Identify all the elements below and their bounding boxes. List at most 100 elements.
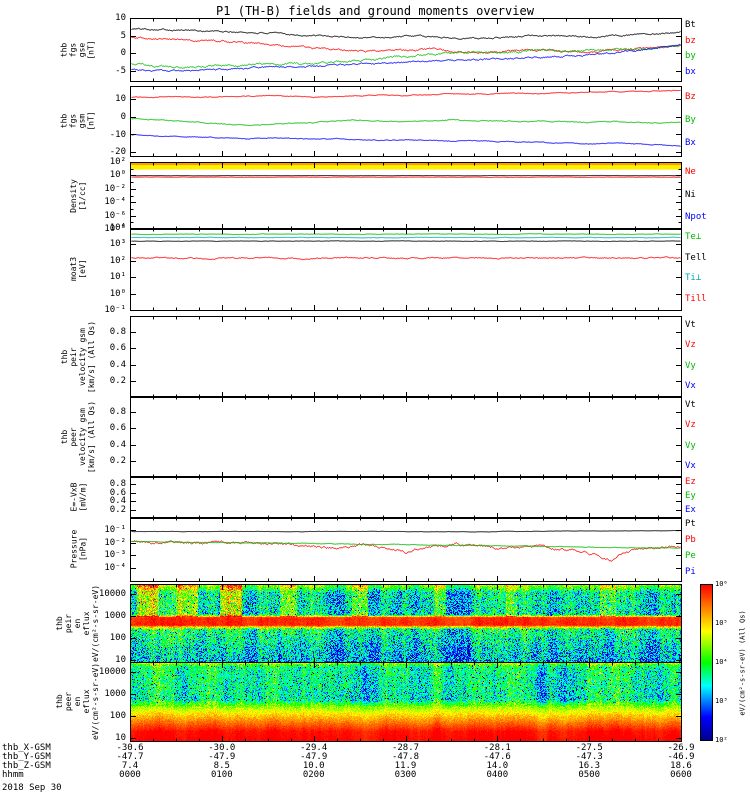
y-tick-label: 10000: [98, 589, 126, 600]
y-tick-label: 10³: [109, 239, 126, 250]
legend-label: Pe: [685, 551, 696, 561]
ephemeris-row-label: thb_Z-GSM: [2, 761, 51, 771]
y-tick-label: 0.2: [109, 504, 126, 515]
ephemeris-value: -47.9: [300, 752, 328, 762]
ephemeris-value: -47.6: [483, 752, 511, 762]
y-tick-label: 10⁴: [109, 223, 126, 233]
panel-ylabel: thb peir velocity gsm [km/s] (All Qs): [60, 320, 96, 393]
y-tick-label: -20: [109, 147, 126, 158]
ephemeris-value: 14.0: [486, 761, 509, 771]
ephemeris-value: 0100: [210, 770, 233, 780]
y-tick-label: 10000: [98, 667, 126, 678]
y-tick-label: 0.6: [109, 343, 126, 354]
panel-thb_fgs_gse: [130, 18, 682, 82]
legend-label: Vx: [685, 380, 696, 391]
legend-label: Npot: [685, 211, 707, 222]
y-tick-label: 10⁻⁶: [104, 210, 126, 221]
y-tick-label: 10⁻⁴: [104, 197, 126, 208]
y-tick-label: 10⁻²: [104, 537, 126, 548]
colorbar-tick-label: 10²: [715, 736, 728, 744]
ephemeris-value: -47.9: [208, 752, 236, 762]
ephemeris-value: -28.7: [391, 743, 420, 753]
y-tick-label: 10²: [109, 157, 126, 167]
y-tick-label: 10⁰: [109, 288, 126, 299]
ephemeris-value: 18.6: [670, 761, 692, 771]
legend-label: Till: [685, 293, 707, 304]
ephemeris-value: -46.9: [667, 752, 695, 762]
ephemeris-value: -28.1: [483, 743, 511, 753]
y-tick-label: 10⁻¹: [104, 305, 126, 315]
legend-label: by: [685, 51, 696, 62]
ephemeris-value: -47.3: [575, 752, 603, 762]
y-tick-label: 10⁻⁸: [104, 224, 126, 234]
y-tick-label: 10: [115, 732, 126, 743]
panel-ylabel-wrap: thb peer velocity gsm [km/s] (All Qs): [56, 396, 100, 477]
ephemeris-row-label: thb_X-GSM: [2, 743, 51, 753]
panel-ylabel-wrap: thb peir velocity gsm [km/s] (All Qs): [56, 316, 100, 397]
colorbar-label-wrap: eV/(cm²-s-sr-eV) (All Qs): [736, 584, 750, 741]
y-tick-label: 0.2: [109, 455, 126, 466]
y-tick-label: 0.6: [109, 487, 126, 498]
ephemeris-value: -30.6: [116, 743, 144, 753]
legend-label: Vt: [685, 320, 696, 331]
y-tick-label: 100: [109, 710, 126, 721]
plot-title: P1 (TH-B) fields and ground moments over…: [216, 4, 534, 18]
ephemeris-value: 16.3: [578, 761, 601, 771]
colorbar-label: eV/(cm²-s-sr-eV) (All Qs): [739, 609, 748, 716]
panel-peir_velocity: [130, 316, 682, 398]
ephemeris-value: 8.5: [213, 761, 230, 771]
y-tick-label: 10: [115, 654, 126, 665]
y-tick-label: -5: [115, 65, 126, 76]
colorbar-tick-label: 10⁶: [715, 580, 728, 588]
legend-label: Pb: [685, 535, 696, 545]
legend-label: Ne: [685, 167, 696, 178]
ephemeris-value: 0000: [119, 770, 141, 780]
y-tick-label: 0.4: [109, 359, 126, 370]
panel-ylabel: moat3 [eV]: [69, 256, 87, 282]
y-tick-label: 0: [120, 48, 126, 58]
y-tick-label: 10: [115, 93, 126, 104]
ephemeris-value: 0200: [302, 770, 325, 780]
y-tick-label: -10: [109, 129, 126, 140]
panel-density: [130, 162, 682, 230]
y-tick-label: 10⁻⁴: [104, 563, 126, 574]
legend-label: Pi: [685, 567, 696, 577]
y-tick-label: 0.6: [109, 423, 126, 434]
colorbar: [700, 584, 713, 741]
colorbar-tick-label: 10³: [715, 697, 728, 705]
panel-moat3: [130, 228, 682, 311]
legend-label: Vz: [685, 420, 696, 431]
ephemeris-value: 0600: [670, 770, 692, 780]
panel-peer_en_eflux: [130, 662, 682, 742]
legend-label: Vy: [685, 440, 696, 451]
legend-label: Vy: [685, 360, 696, 371]
date-label: 2018 Sep 30: [2, 783, 62, 793]
colorbar-tick-label: 10⁴: [715, 658, 728, 666]
legend-label: Pt: [685, 519, 696, 529]
legend-label: Vz: [685, 340, 696, 351]
panel-ylabel-wrap: E=-VxB [mV/m]: [56, 476, 100, 518]
y-tick-label: 10: [115, 13, 126, 23]
legend-label: Vx: [685, 460, 696, 471]
legend-label: Ez: [685, 477, 696, 487]
legend-label: Bx: [685, 138, 696, 149]
legend-label: Ey: [685, 491, 696, 501]
panel-ylabel-wrap: Density [1/cc]: [56, 162, 100, 229]
ephemeris-value: 7.4: [121, 761, 139, 771]
legend-label: Ex: [685, 505, 696, 515]
panel-ylabel-wrap: thb fgs gsm [nT]: [56, 86, 100, 156]
legend-label: bz: [685, 35, 696, 46]
y-tick-label: 0.8: [109, 407, 126, 418]
y-tick-label: 10⁰: [109, 170, 126, 181]
panel-ylabel: Pressure [nPa]: [69, 529, 87, 569]
y-tick-label: 1000: [104, 611, 126, 622]
ephemeris-value: 0400: [486, 770, 509, 780]
y-tick-label: 0.2: [109, 375, 126, 386]
panel-thb_fgs_gsm: [130, 86, 682, 157]
panel-ylabel: thb peir en eflux eV/(cm²-s-sr-eV): [55, 584, 101, 663]
y-tick-label: 0.4: [109, 439, 126, 450]
ephemeris-value: 10.0: [302, 761, 325, 771]
y-tick-label: 10⁻²: [104, 183, 126, 194]
ephemeris-value: -30.0: [208, 743, 236, 753]
